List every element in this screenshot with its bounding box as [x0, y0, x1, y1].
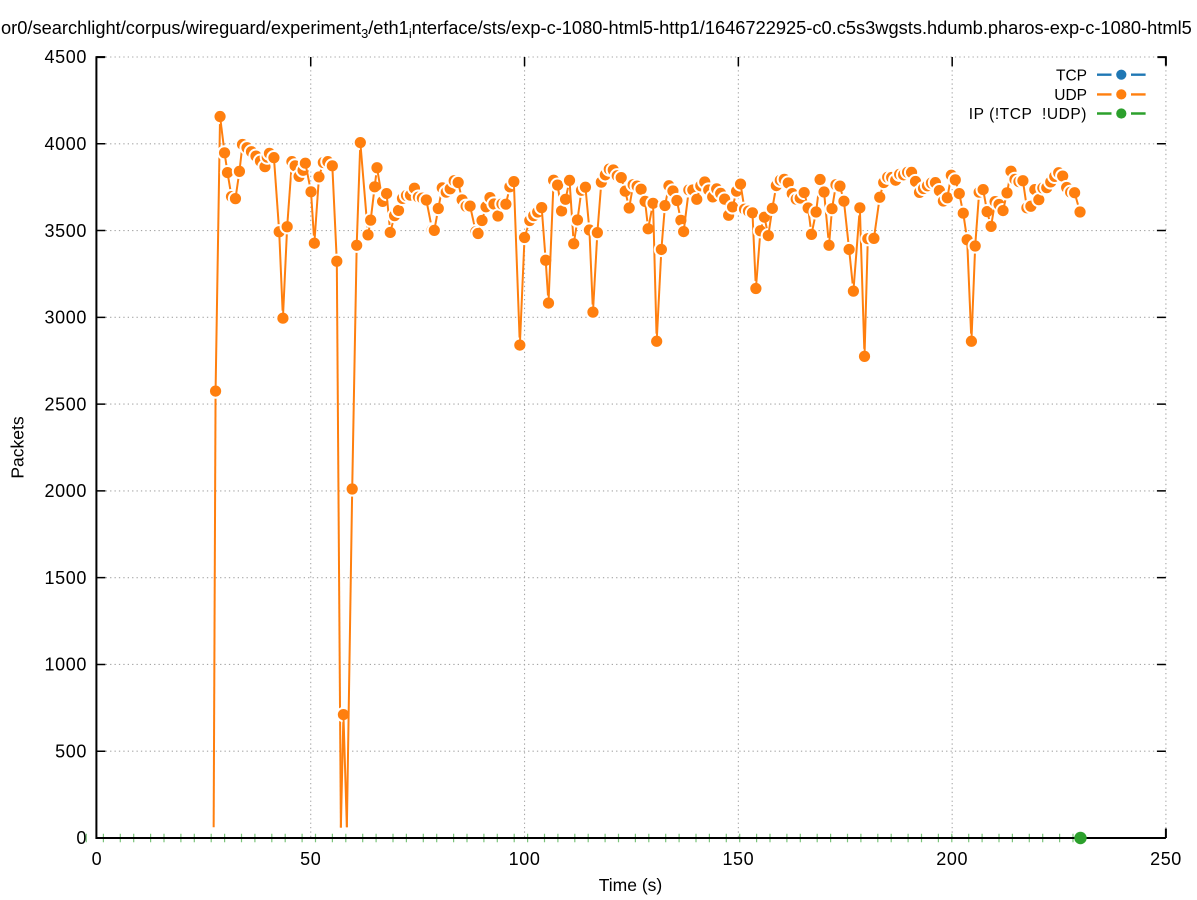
svg-text:2000: 2000: [45, 481, 87, 501]
svg-text:4500: 4500: [45, 47, 87, 67]
svg-text:IP (!TCP !UDP): IP (!TCP !UDP): [969, 106, 1087, 123]
svg-text:200: 200: [936, 849, 968, 869]
svg-text:4000: 4000: [45, 134, 87, 154]
svg-text:Time (s): Time (s): [599, 875, 663, 895]
svg-text:TCP: TCP: [1056, 67, 1087, 84]
svg-text:50: 50: [300, 849, 321, 869]
svg-text:1000: 1000: [45, 655, 87, 675]
svg-text:100: 100: [509, 849, 541, 869]
svg-text:0: 0: [92, 849, 103, 869]
svg-text:0: 0: [76, 828, 87, 848]
svg-text:1500: 1500: [45, 568, 87, 588]
svg-text:or0/searchlight/corpus/wiregua: or0/searchlight/corpus/wireguard/experim…: [1, 17, 1192, 41]
svg-text:250: 250: [1150, 849, 1182, 869]
svg-text:2500: 2500: [45, 394, 87, 414]
svg-text:3000: 3000: [45, 308, 87, 328]
svg-text:Packets: Packets: [8, 416, 28, 478]
svg-text:3500: 3500: [45, 221, 87, 241]
svg-text:500: 500: [55, 741, 87, 761]
svg-text:150: 150: [722, 849, 754, 869]
svg-text:UDP: UDP: [1054, 87, 1087, 104]
